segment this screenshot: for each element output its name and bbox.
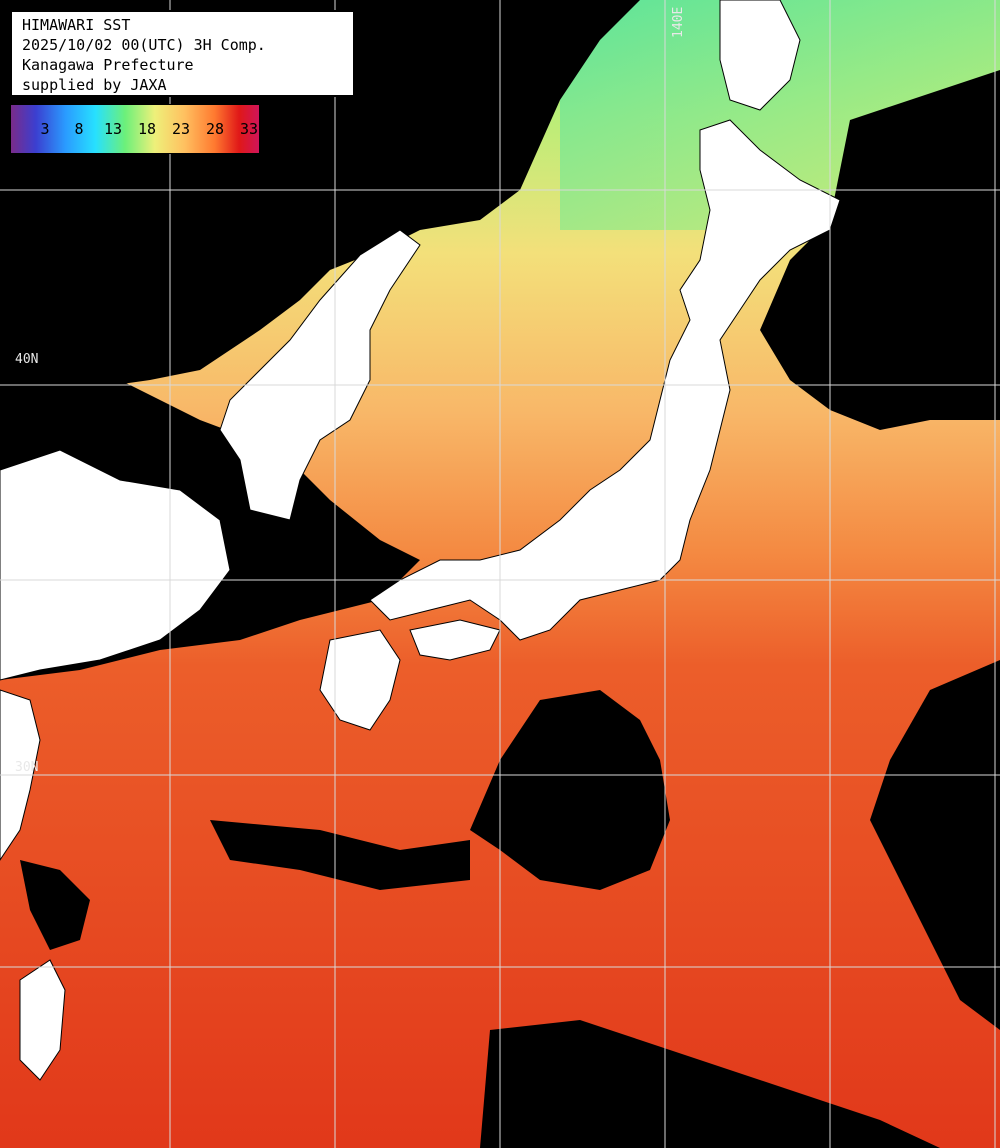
- sado-island: [399, 127, 426, 161]
- mainland-asia: [0, 449, 231, 681]
- legend-label-3: 3: [40, 120, 50, 138]
- observation-time: 2025/10/02 00(UTC) 3H Comp.: [22, 36, 266, 54]
- latitude-label-40n: 40N: [15, 352, 39, 367]
- legend-label-23: 23: [171, 120, 191, 138]
- legend-label-33: 33: [239, 120, 259, 138]
- longitude-label-140e: 140E: [671, 6, 686, 38]
- data-source: supplied by JAXA: [22, 76, 167, 94]
- hokkaido: [719, 0, 801, 111]
- color-scale-legend: 3 8 13 18 23 28 33: [10, 104, 260, 154]
- legend-labels: 3 8 13 18 23 28 33: [11, 120, 261, 140]
- korean-peninsula: [219, 229, 421, 521]
- product-title: HIMAWARI SST: [22, 16, 131, 34]
- legend-label-18: 18: [137, 120, 157, 138]
- legend-label-8: 8: [74, 120, 84, 138]
- legend-label-13: 13: [103, 120, 123, 138]
- shikoku: [409, 619, 501, 661]
- taiwan: [19, 959, 66, 1081]
- latitude-label-30n: 30N: [15, 760, 39, 775]
- title-box: HIMAWARI SST 2025/10/02 00(UTC) 3H Comp.…: [10, 10, 355, 97]
- legend-label-28: 28: [205, 120, 225, 138]
- provider-prefecture: Kanagawa Prefecture: [22, 56, 194, 74]
- kyushu: [319, 629, 401, 731]
